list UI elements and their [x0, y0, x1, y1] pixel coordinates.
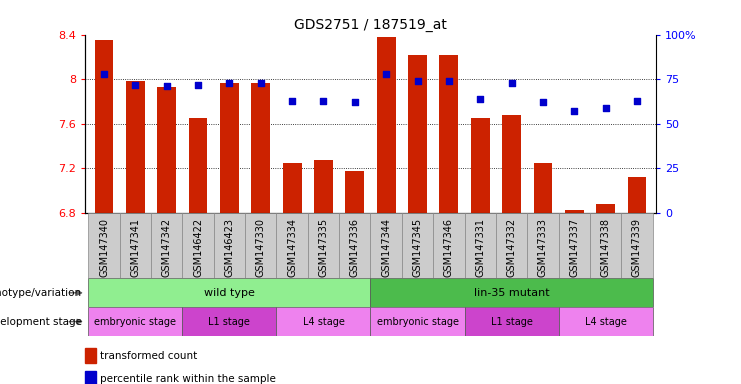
- Point: [98, 71, 110, 77]
- Bar: [157, 87, 176, 213]
- Bar: [559, 307, 653, 336]
- Text: L4 stage: L4 stage: [302, 316, 345, 327]
- Text: embryonic stage: embryonic stage: [94, 316, 176, 327]
- Text: GSM147344: GSM147344: [381, 218, 391, 277]
- Text: GSM147346: GSM147346: [444, 218, 454, 277]
- Text: GSM147334: GSM147334: [287, 218, 297, 277]
- Text: wild type: wild type: [204, 288, 255, 298]
- Point: [192, 81, 204, 88]
- Bar: [559, 213, 590, 278]
- Bar: [433, 213, 465, 278]
- Point: [349, 99, 361, 106]
- Text: L1 stage: L1 stage: [491, 316, 533, 327]
- Bar: [182, 213, 213, 278]
- Bar: [220, 83, 239, 213]
- Bar: [408, 55, 427, 213]
- Bar: [151, 213, 182, 278]
- Bar: [283, 163, 302, 213]
- Bar: [496, 213, 528, 278]
- Text: GSM147337: GSM147337: [569, 218, 579, 278]
- Bar: [251, 83, 270, 213]
- Text: GSM147331: GSM147331: [475, 218, 485, 277]
- Bar: [308, 213, 339, 278]
- Text: GSM147333: GSM147333: [538, 218, 548, 277]
- Bar: [88, 213, 120, 278]
- Bar: [565, 210, 584, 213]
- Bar: [120, 213, 151, 278]
- Bar: [597, 204, 615, 213]
- Text: transformed count: transformed count: [100, 351, 197, 361]
- Point: [380, 71, 392, 77]
- Bar: [439, 55, 458, 213]
- Text: development stage: development stage: [0, 316, 82, 327]
- Bar: [502, 115, 521, 213]
- Point: [568, 108, 580, 114]
- Bar: [245, 213, 276, 278]
- Point: [318, 98, 330, 104]
- Point: [631, 98, 643, 104]
- Bar: [465, 307, 559, 336]
- Point: [255, 80, 267, 86]
- Text: GSM147335: GSM147335: [319, 218, 328, 278]
- Point: [443, 78, 455, 84]
- Text: GSM147332: GSM147332: [507, 218, 516, 278]
- Text: GSM147340: GSM147340: [99, 218, 109, 277]
- Title: GDS2751 / 187519_at: GDS2751 / 187519_at: [294, 18, 447, 32]
- Text: GSM146422: GSM146422: [193, 218, 203, 278]
- Bar: [370, 213, 402, 278]
- Point: [286, 98, 298, 104]
- Point: [474, 96, 486, 102]
- Bar: [276, 213, 308, 278]
- Bar: [345, 171, 365, 213]
- Point: [161, 83, 173, 89]
- Bar: [85, 371, 96, 384]
- Bar: [213, 213, 245, 278]
- Text: percentile rank within the sample: percentile rank within the sample: [100, 374, 276, 384]
- Point: [130, 81, 142, 88]
- Bar: [590, 213, 621, 278]
- Text: GSM147345: GSM147345: [413, 218, 422, 278]
- Bar: [189, 118, 207, 213]
- Text: embryonic stage: embryonic stage: [376, 316, 459, 327]
- Text: GSM147338: GSM147338: [601, 218, 611, 277]
- Text: L1 stage: L1 stage: [208, 316, 250, 327]
- Text: L4 stage: L4 stage: [585, 316, 627, 327]
- Bar: [88, 307, 182, 336]
- Bar: [276, 307, 370, 336]
- Text: GSM147341: GSM147341: [130, 218, 140, 277]
- Bar: [314, 160, 333, 213]
- Bar: [370, 278, 653, 307]
- Bar: [339, 213, 370, 278]
- Bar: [126, 81, 144, 213]
- Bar: [85, 348, 96, 362]
- Point: [411, 78, 423, 84]
- Text: lin-35 mutant: lin-35 mutant: [473, 288, 549, 298]
- Bar: [628, 177, 646, 213]
- Point: [224, 80, 236, 86]
- Bar: [465, 213, 496, 278]
- Text: GSM146423: GSM146423: [225, 218, 234, 277]
- Text: genotype/variation: genotype/variation: [0, 288, 82, 298]
- Bar: [471, 118, 490, 213]
- Point: [505, 80, 517, 86]
- Bar: [402, 213, 433, 278]
- Text: GSM147330: GSM147330: [256, 218, 266, 277]
- Bar: [376, 37, 396, 213]
- Point: [537, 99, 549, 106]
- Bar: [370, 307, 465, 336]
- Point: [599, 105, 611, 111]
- Bar: [621, 213, 653, 278]
- Text: GSM147342: GSM147342: [162, 218, 172, 278]
- Text: GSM147336: GSM147336: [350, 218, 360, 277]
- Text: GSM147339: GSM147339: [632, 218, 642, 277]
- Bar: [95, 40, 113, 213]
- Bar: [528, 213, 559, 278]
- Bar: [88, 278, 370, 307]
- Bar: [182, 307, 276, 336]
- Bar: [534, 163, 552, 213]
